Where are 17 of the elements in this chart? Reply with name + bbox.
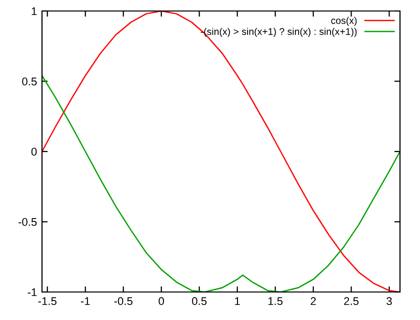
y-tick-label: -1 xyxy=(28,288,37,296)
x-tick-label: 2.5 xyxy=(344,297,359,306)
x-tick-label: 2 xyxy=(310,297,316,305)
y-tick-label: 0 xyxy=(31,148,37,156)
y-tick-label: 0.5 xyxy=(22,78,37,86)
x-tick-label: 0.5 xyxy=(192,297,207,306)
x-tick-label: -0.5 xyxy=(114,297,132,306)
x-tick-label: 1 xyxy=(235,297,240,305)
x-tick-label: 0 xyxy=(158,297,164,306)
legend-label: cos(x) xyxy=(331,16,357,26)
x-tick-label: 1.5 xyxy=(268,297,283,306)
y-tick-label: 1 xyxy=(32,7,37,16)
y-tick-label: -0.5 xyxy=(18,218,37,226)
x-tick-label: -1.5 xyxy=(38,297,56,306)
line-series xyxy=(42,11,400,292)
x-tick-label: -1 xyxy=(80,297,90,305)
x-tick-label: 3 xyxy=(386,297,392,306)
